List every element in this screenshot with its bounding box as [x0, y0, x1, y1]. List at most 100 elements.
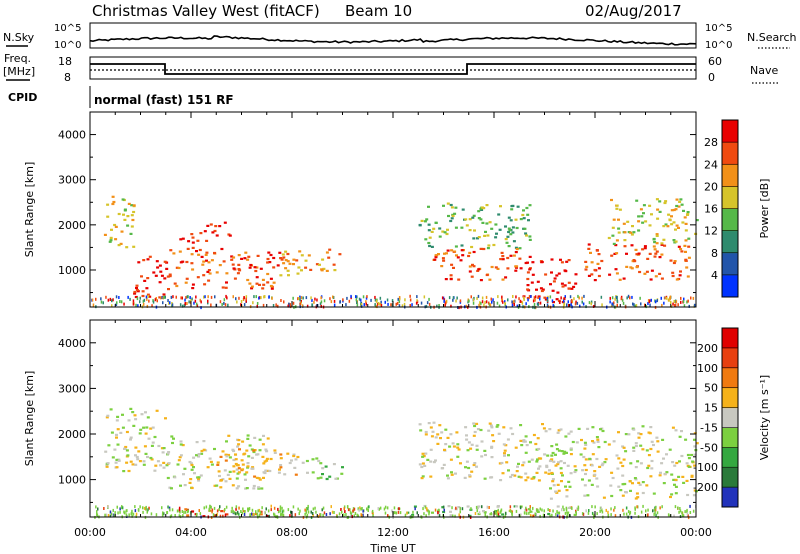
data-cell	[262, 462, 266, 465]
data-cell	[443, 448, 446, 451]
data-cell	[449, 510, 452, 513]
data-cell	[547, 512, 551, 516]
data-cell	[544, 471, 548, 474]
data-cell	[537, 296, 541, 299]
data-cell	[470, 507, 472, 511]
data-cell	[571, 506, 573, 510]
data-cell	[600, 295, 603, 299]
data-cell	[92, 303, 95, 307]
data-cell	[409, 294, 411, 298]
data-cell	[115, 419, 119, 422]
data-cell	[677, 475, 681, 478]
data-cell	[567, 480, 571, 483]
data-cell	[626, 296, 628, 300]
data-cell	[215, 484, 219, 487]
data-cell	[521, 213, 525, 217]
data-cell	[564, 511, 567, 515]
data-cell	[167, 299, 169, 302]
data-cell	[195, 295, 197, 299]
data-cell	[208, 272, 212, 275]
data-cell	[244, 478, 247, 481]
data-cell	[610, 304, 613, 308]
colorbar-tick-label: -100	[693, 461, 718, 474]
y-tick-label: 4000	[58, 337, 86, 350]
data-cell	[442, 204, 445, 207]
data-cell	[655, 513, 657, 517]
data-cell	[255, 276, 259, 279]
data-cell	[509, 505, 512, 509]
data-cell	[557, 461, 560, 464]
data-cell	[119, 507, 121, 511]
data-cell	[563, 508, 565, 512]
data-cell	[218, 225, 222, 228]
data-cell	[139, 428, 143, 431]
data-cell	[348, 299, 351, 303]
data-cell	[568, 485, 572, 488]
data-cell	[524, 472, 528, 475]
data-cell	[240, 257, 244, 260]
data-cell	[181, 304, 184, 308]
data-cell	[232, 458, 236, 462]
data-cell	[593, 470, 597, 473]
data-cell	[538, 457, 542, 460]
data-cell	[160, 274, 164, 277]
data-cell	[615, 454, 619, 457]
data-cell	[652, 443, 655, 447]
data-cell	[464, 426, 468, 429]
data-cell	[235, 468, 239, 471]
data-cell	[196, 304, 199, 308]
data-cell	[576, 301, 579, 305]
data-cell	[636, 505, 638, 509]
data-cell	[541, 423, 544, 426]
data-cell	[251, 466, 255, 469]
data-cell	[473, 462, 477, 465]
data-cell	[438, 235, 442, 238]
data-cell	[370, 298, 372, 302]
data-cell	[186, 510, 189, 514]
data-cell	[574, 302, 577, 306]
data-cell	[135, 455, 139, 459]
data-cell	[467, 254, 471, 258]
data-cell	[199, 474, 203, 477]
data-cell	[525, 444, 529, 447]
data-cell	[525, 302, 527, 306]
data-cell	[570, 303, 572, 306]
data-cell	[423, 220, 427, 223]
data-cell	[624, 491, 627, 494]
data-cell	[200, 255, 204, 258]
data-cell	[637, 481, 641, 484]
data-cell	[529, 510, 533, 513]
data-cell	[147, 437, 151, 440]
data-cell	[95, 505, 97, 509]
data-cell	[686, 493, 690, 497]
data-cell	[509, 475, 513, 479]
data-cell	[132, 512, 135, 516]
data-cell	[631, 260, 635, 263]
data-cell	[684, 510, 686, 514]
data-cell	[202, 448, 206, 451]
data-cell	[210, 295, 213, 299]
data-cell	[279, 464, 283, 467]
data-cell	[216, 512, 218, 516]
data-cell	[504, 301, 506, 305]
data-cell	[507, 227, 511, 230]
data-cell	[533, 303, 536, 306]
data-cell	[625, 252, 628, 255]
data-cell	[320, 304, 322, 308]
data-cell	[526, 297, 530, 300]
data-cell	[452, 296, 455, 300]
data-cell	[126, 215, 130, 218]
data-cell	[418, 224, 422, 227]
colorbar-segment	[722, 347, 738, 369]
data-cell	[505, 241, 509, 244]
data-cell	[465, 224, 469, 227]
data-cell	[552, 301, 555, 304]
data-cell	[338, 253, 342, 256]
data-cell	[279, 457, 283, 460]
data-cell	[243, 303, 246, 307]
data-cell	[443, 299, 445, 303]
data-cell	[129, 407, 133, 410]
data-cell	[512, 254, 516, 257]
nave-tick-top: 60	[708, 55, 722, 68]
data-cell	[127, 295, 129, 299]
